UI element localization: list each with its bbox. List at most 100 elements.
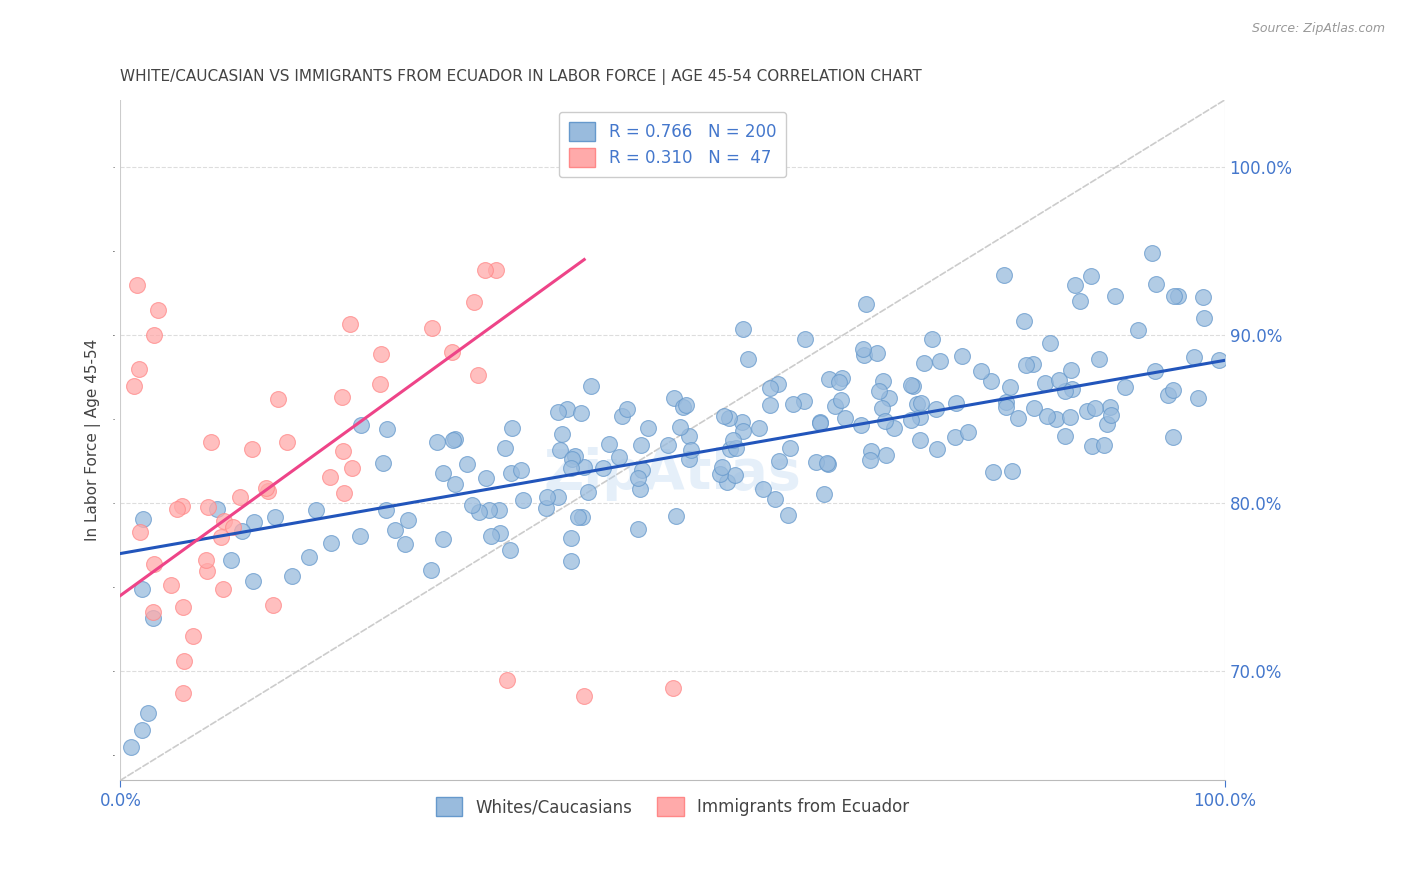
Point <box>1059 409 1081 424</box>
Point <box>912 356 935 370</box>
Point <box>731 424 754 438</box>
Point <box>900 377 922 392</box>
Point <box>924 401 946 416</box>
Point <box>560 531 582 545</box>
Point <box>1022 401 1045 416</box>
Point <box>494 441 516 455</box>
Point <box>721 433 744 447</box>
Point <box>564 449 586 463</box>
Point <box>859 444 882 458</box>
Point <box>579 379 602 393</box>
Point <box>142 605 165 619</box>
Point <box>1114 379 1136 393</box>
Point <box>374 503 396 517</box>
Point <box>1014 314 1036 328</box>
Point <box>467 368 489 382</box>
Point <box>398 513 420 527</box>
Point <box>420 563 443 577</box>
Point <box>981 466 1004 480</box>
Point <box>628 482 651 496</box>
Point <box>422 321 444 335</box>
Point <box>547 490 569 504</box>
Point <box>444 477 467 491</box>
Point <box>928 354 950 368</box>
Point <box>160 578 183 592</box>
Point <box>1021 357 1043 371</box>
Point <box>172 499 194 513</box>
Point <box>1015 358 1038 372</box>
Point <box>763 492 786 507</box>
Point <box>1039 336 1062 351</box>
Point <box>1099 408 1122 422</box>
Point <box>143 328 166 343</box>
Point <box>456 457 478 471</box>
Point <box>298 549 321 564</box>
Point <box>172 685 194 699</box>
Point <box>426 435 449 450</box>
Point <box>281 569 304 583</box>
Point <box>243 515 266 529</box>
Point <box>339 317 361 331</box>
Point <box>319 536 342 550</box>
Point <box>716 475 738 489</box>
Point <box>1144 364 1167 378</box>
Point <box>375 422 398 436</box>
Point <box>262 598 284 612</box>
Point <box>1007 411 1029 425</box>
Point <box>212 582 235 597</box>
Point <box>824 400 846 414</box>
Point <box>875 448 897 462</box>
Point <box>276 434 298 449</box>
Point <box>166 501 188 516</box>
Point <box>910 396 932 410</box>
Point <box>1157 388 1180 402</box>
Point <box>197 500 219 514</box>
Point <box>567 509 589 524</box>
Point <box>678 451 700 466</box>
Point <box>257 484 280 499</box>
Point <box>1140 245 1163 260</box>
Point <box>576 485 599 500</box>
Point <box>461 498 484 512</box>
Point <box>499 543 522 558</box>
Point <box>768 454 790 468</box>
Point <box>207 501 229 516</box>
Point <box>128 361 150 376</box>
Point <box>131 582 153 596</box>
Point <box>440 345 463 359</box>
Point <box>1163 288 1185 302</box>
Point <box>1054 384 1077 398</box>
Point <box>264 509 287 524</box>
Point <box>572 459 595 474</box>
Point <box>536 490 558 504</box>
Point <box>872 374 894 388</box>
Point <box>222 520 245 534</box>
Point <box>661 681 683 695</box>
Point <box>432 466 454 480</box>
Point <box>970 364 993 378</box>
Point <box>1104 289 1126 303</box>
Point <box>782 397 804 411</box>
Point <box>852 343 875 357</box>
Point <box>510 463 533 477</box>
Point <box>1182 350 1205 364</box>
Point <box>830 392 852 407</box>
Point <box>616 401 638 416</box>
Point <box>901 379 924 393</box>
Point <box>229 490 252 504</box>
Y-axis label: In Labor Force | Age 45-54: In Labor Force | Age 45-54 <box>86 339 101 541</box>
Point <box>817 457 839 471</box>
Point <box>868 384 890 398</box>
Point <box>370 347 392 361</box>
Point <box>484 262 506 277</box>
Point <box>607 450 630 464</box>
Point <box>870 401 893 415</box>
Point <box>242 574 264 589</box>
Point <box>231 524 253 538</box>
Point <box>1047 373 1070 387</box>
Point <box>1035 409 1057 423</box>
Point <box>662 391 685 405</box>
Point <box>555 402 578 417</box>
Point <box>709 467 731 481</box>
Point <box>818 372 841 386</box>
